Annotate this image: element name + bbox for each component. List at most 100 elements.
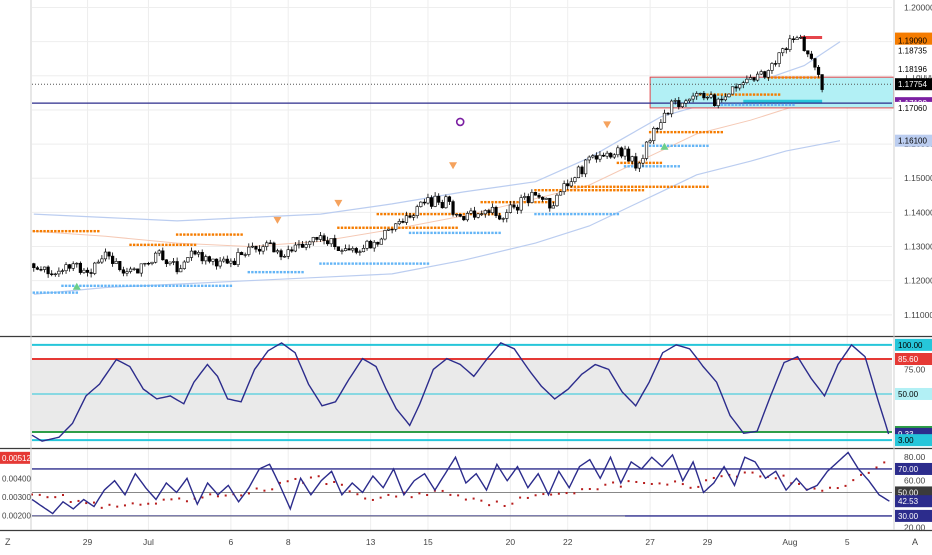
support-dot — [498, 231, 501, 235]
resistance-dot — [358, 226, 362, 229]
resistance-dot — [376, 226, 379, 229]
candle-body — [734, 86, 738, 89]
candle-body — [157, 250, 161, 254]
resistance-dot — [430, 212, 433, 216]
signal-dot — [844, 484, 847, 487]
signal-dot — [689, 486, 692, 489]
support-dot — [218, 284, 222, 288]
left-tick-label: 0.00200 — [2, 511, 31, 520]
resistance-dot — [670, 185, 673, 188]
signal-dot — [829, 486, 832, 489]
support-dot — [416, 231, 419, 235]
support-dot — [79, 284, 82, 288]
resistance-dot — [709, 130, 713, 134]
resistance-dot — [548, 188, 551, 192]
oscillator-value-label: 50.00 — [898, 390, 919, 399]
resistance-dot — [444, 212, 448, 216]
resistance-dot — [749, 93, 752, 96]
support-dot — [573, 212, 577, 216]
support-dot — [674, 165, 677, 168]
x-tick-label: 27 — [645, 537, 655, 547]
candle-body — [361, 248, 366, 253]
resistance-dot — [179, 243, 182, 247]
candle-body — [39, 269, 43, 271]
candle-body — [404, 215, 409, 223]
resistance-dot — [706, 185, 709, 188]
candle-body — [82, 269, 86, 273]
candle-body — [533, 192, 538, 196]
support-dot — [677, 144, 680, 148]
support-dot — [344, 262, 347, 265]
support-dot — [455, 231, 458, 235]
resistance-dot — [97, 229, 100, 233]
alarm-icon[interactable] — [455, 117, 465, 127]
signal-dot — [526, 496, 529, 499]
signal-dot — [426, 494, 429, 497]
support-dot — [426, 231, 430, 235]
candle-body — [168, 261, 172, 265]
signal-dot — [565, 492, 568, 495]
resistance-dot — [717, 130, 720, 134]
candle-body — [670, 100, 674, 115]
signal-dot — [309, 476, 312, 479]
candle-body — [695, 93, 699, 97]
resistance-dot — [161, 243, 164, 247]
candle-body — [42, 266, 47, 270]
support-dot — [691, 144, 695, 148]
resistance-dot — [462, 212, 465, 216]
resistance-dot — [659, 161, 663, 165]
candle-body — [609, 152, 613, 158]
signal-dot — [782, 474, 785, 477]
resistance-dot — [175, 233, 179, 236]
triangle-down-marker — [334, 199, 343, 207]
support-dot — [75, 291, 78, 294]
candle-body — [505, 212, 509, 219]
candle-body — [78, 262, 82, 273]
candle-body — [627, 148, 631, 162]
bottom-right-corner[interactable]: A — [912, 537, 918, 547]
resistance-dot — [781, 76, 784, 79]
signal-dot — [38, 493, 41, 496]
support-dot — [297, 270, 301, 274]
support-dot — [659, 144, 663, 148]
oscillator-value-label: 85.60 — [898, 355, 919, 364]
resistance-dot — [390, 212, 394, 216]
support-dot — [355, 262, 358, 265]
support-dot — [426, 262, 430, 265]
signal-dot — [147, 502, 150, 505]
resistance-dot — [433, 212, 437, 216]
x-tick-label: 5 — [845, 537, 850, 547]
resistance-dot — [573, 185, 577, 188]
support-dot — [369, 262, 372, 265]
candle-body — [519, 197, 523, 211]
support-dot — [390, 262, 394, 265]
candle-body — [46, 266, 50, 275]
signal-dot — [54, 496, 57, 499]
resistance-dot — [43, 229, 46, 233]
candle-body — [752, 77, 756, 81]
resistance-dot — [788, 76, 792, 79]
support-dot — [168, 284, 172, 288]
candle-body — [57, 270, 61, 275]
resistance-dot — [516, 200, 519, 204]
resistance-dot — [752, 93, 756, 96]
resistance-dot — [39, 229, 43, 233]
support-dot — [215, 284, 218, 288]
resistance-dot — [175, 243, 179, 247]
signal-dot — [418, 492, 421, 495]
resistance-dot — [444, 226, 448, 229]
candle-body — [397, 221, 401, 225]
support-dot — [401, 262, 405, 265]
support-dot — [770, 103, 774, 107]
price-label: 1.18196 — [898, 65, 927, 74]
support-dot — [408, 262, 412, 265]
triangle-up-marker — [660, 142, 669, 150]
support-dot — [247, 270, 250, 274]
candle-body — [261, 246, 265, 252]
support-dot — [670, 144, 673, 148]
bottom-left-corner[interactable]: Z — [5, 537, 11, 547]
resistance-dot — [240, 233, 243, 236]
candle-body — [272, 242, 276, 253]
